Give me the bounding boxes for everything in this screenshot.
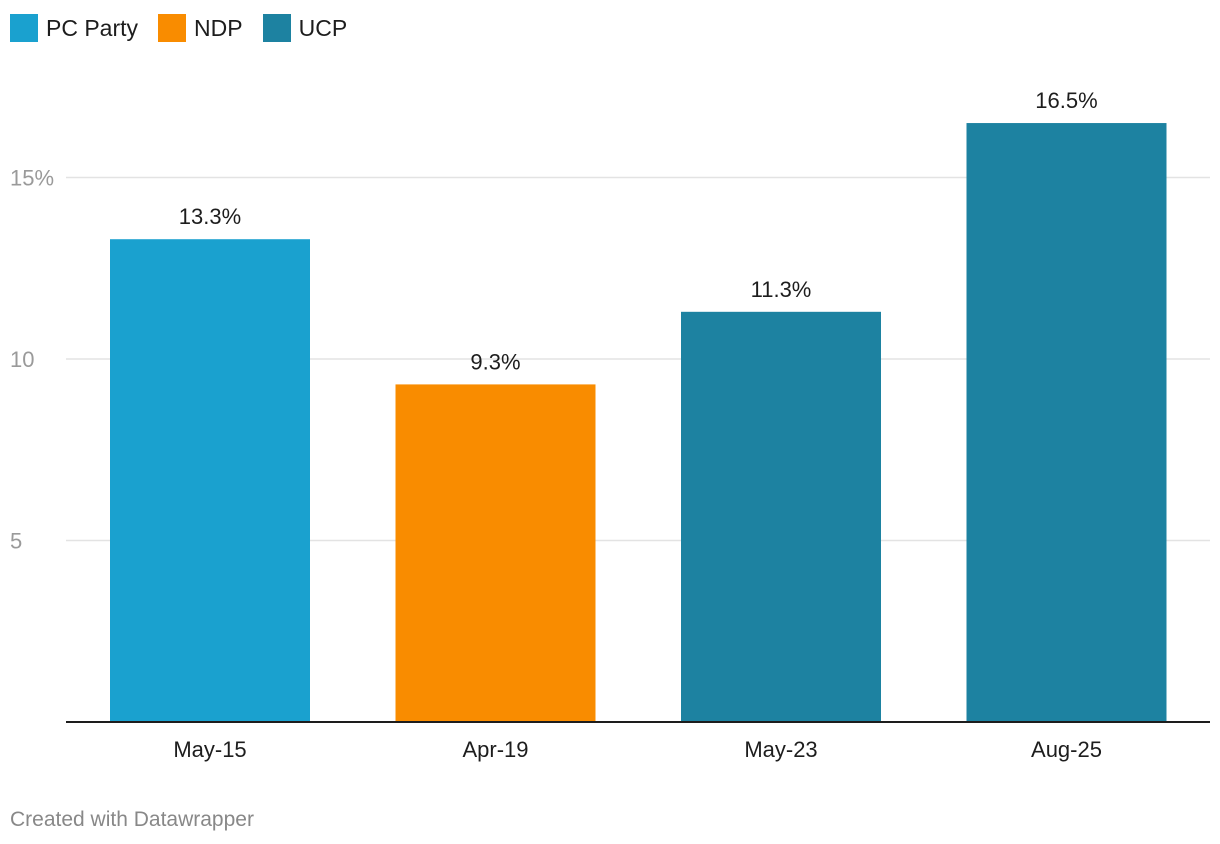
data-label: 13.3% (179, 204, 241, 229)
data-label: 11.3% (751, 277, 812, 302)
data-label: 16.5% (1035, 88, 1097, 113)
bar (966, 123, 1167, 723)
legend-swatch-pc-party (10, 14, 38, 42)
legend-item-ndp: NDP (158, 14, 243, 42)
legend-swatch-ucp (262, 14, 291, 42)
footer-credit: Created with Datawrapper (10, 808, 254, 831)
legend-label-pc-party: PC Party (46, 14, 139, 41)
x-tick-label: May-15 (173, 737, 246, 762)
x-tick-label: Aug-25 (1031, 737, 1102, 762)
bar (110, 239, 310, 722)
legend-item-ucp: UCP (262, 14, 348, 42)
y-tick-label: 15% (10, 166, 54, 191)
legend: PC Party NDP UCP (10, 14, 347, 42)
y-tick-label: 5 (10, 529, 22, 554)
legend-item-pc-party: PC Party (10, 14, 138, 42)
y-tick-label: 10 (10, 347, 34, 372)
x-tick-label: May-23 (744, 737, 817, 762)
bar (681, 311, 881, 722)
legend-swatch-ndp (158, 14, 187, 42)
data-label: 9.3% (470, 349, 520, 374)
legend-label-ndp: NDP (194, 14, 243, 41)
legend-label-ucp: UCP (298, 14, 348, 41)
x-tick-label: Apr-19 (462, 737, 528, 762)
bar (395, 384, 596, 722)
